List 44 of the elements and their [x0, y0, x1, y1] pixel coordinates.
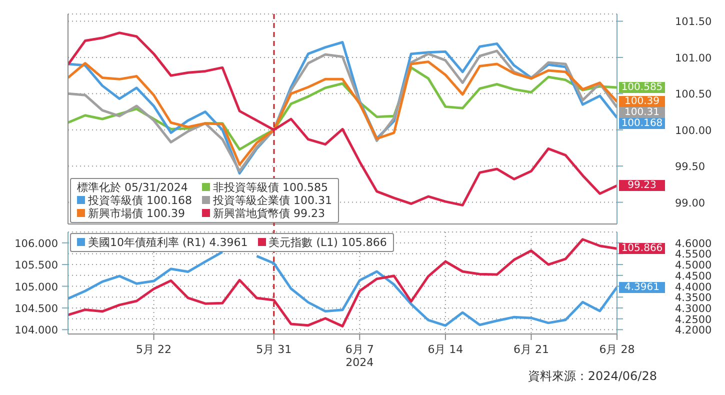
data-label: 4.3961 — [619, 282, 665, 293]
data-label: 100.168 — [619, 118, 665, 130]
y-tick-label: 100.50 — [675, 88, 712, 101]
y2-tick-label: 4.3500 — [675, 292, 712, 304]
x-tick-label: 6月 7 — [345, 343, 374, 356]
y-tick-label: 105.500 — [14, 260, 58, 272]
y2-tick-label: 4.6000 — [675, 238, 712, 250]
data-label: 99.23 — [619, 180, 665, 192]
source-note: 資料來源：2024/06/28 — [526, 368, 658, 385]
y-tick-label: 99.50 — [675, 161, 706, 174]
legend-label: 投資等級企業債 100.31 — [212, 194, 332, 207]
legend-label: 美元指數 (L1) 105.866 — [268, 236, 387, 249]
legend-label: 投資等級債 100.168 — [87, 194, 192, 207]
x-tick-label: 6月 28 — [599, 343, 635, 356]
y2-tick-label: 4.5000 — [675, 260, 712, 272]
y2-tick-label: 4.3000 — [675, 302, 712, 315]
y-tick-label: 101.00 — [675, 52, 712, 64]
y-tick-label: 104.500 — [14, 302, 58, 315]
x-tick-label: 5月 22 — [136, 343, 172, 356]
y2-tick-label: 4.5500 — [675, 248, 712, 261]
data-label: 100.39 — [619, 96, 665, 108]
data-label: 105.866 — [619, 243, 665, 254]
legend-label: 新興當地貨幣債 99.23 — [212, 207, 326, 220]
legend-title: 標準化於 05/31/2024 — [77, 181, 189, 194]
y-tick-label: 105.000 — [14, 281, 58, 294]
y2-tick-label: 4.2000 — [675, 324, 712, 337]
y2-tick-label: 4.4000 — [675, 281, 712, 294]
y-tick-label: 104.000 — [14, 324, 58, 337]
data-label: 100.31 — [619, 107, 665, 118]
x-tick-label: 5月 31 — [256, 343, 292, 356]
text: 2024 — [346, 356, 374, 369]
x-tick-label: 6月 14 — [428, 343, 464, 356]
y-tick-label: 101.50 — [675, 16, 712, 28]
data-label: 100.585 — [619, 82, 665, 93]
legend-label: 非投資等級債 100.585 — [212, 181, 329, 194]
y-tick-label: 100.00 — [675, 124, 712, 137]
y2-tick-label: 4.2500 — [675, 314, 712, 326]
y-tick-label: 106.000 — [14, 238, 58, 250]
x-tick-label: 6月 21 — [513, 343, 549, 356]
y2-tick-label: 4.4500 — [675, 270, 712, 282]
y-tick-label: 99.00 — [675, 197, 706, 210]
line-series — [68, 32, 617, 206]
legend-label: 新興市場債 100.39 — [87, 207, 186, 220]
legend-label: 美國10年債殖利率 (R1) 4.3961 — [87, 236, 248, 249]
